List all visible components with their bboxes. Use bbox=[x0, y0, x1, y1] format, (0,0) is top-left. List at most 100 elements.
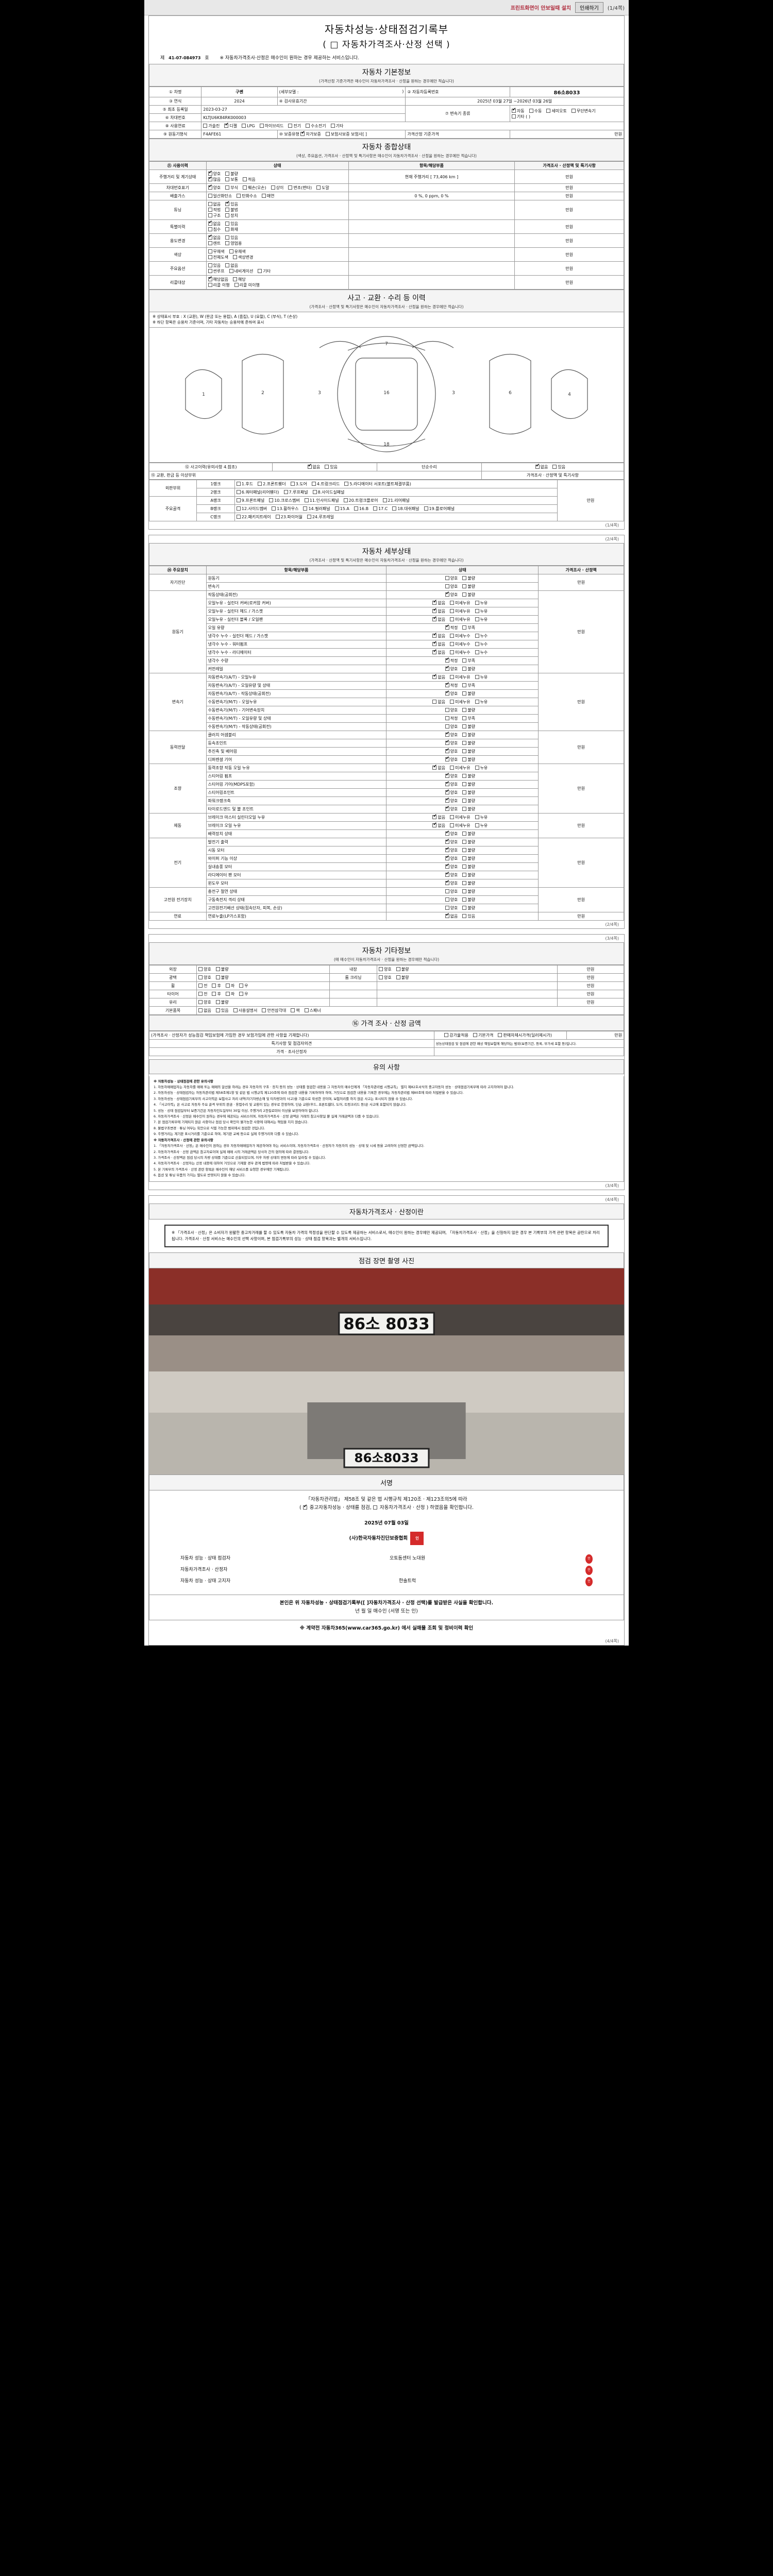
checkbox-icon[interactable] bbox=[198, 983, 203, 988]
checkbox-icon[interactable] bbox=[462, 691, 467, 696]
checkbox-icon[interactable] bbox=[208, 269, 212, 273]
state-option[interactable]: 불량 bbox=[462, 749, 475, 754]
state-option[interactable]: 양호 bbox=[445, 740, 458, 746]
checkbox-icon[interactable] bbox=[242, 177, 247, 181]
checkbox-icon[interactable] bbox=[208, 171, 212, 176]
state-option[interactable]: 미세누유 bbox=[450, 617, 470, 622]
part-state[interactable]: 양호 불량 bbox=[386, 590, 539, 599]
accident-history-option[interactable]: 있음 bbox=[325, 464, 338, 470]
checkbox-icon[interactable] bbox=[462, 683, 467, 687]
part-state[interactable]: 양호 불량 bbox=[386, 788, 539, 797]
checkbox-icon[interactable] bbox=[450, 600, 455, 605]
fuel-option[interactable]: LPG bbox=[242, 124, 255, 128]
checkbox-icon[interactable] bbox=[462, 666, 467, 671]
checkbox-icon[interactable] bbox=[242, 124, 246, 128]
checkbox-icon[interactable] bbox=[261, 194, 266, 198]
state-option[interactable]: 전체도색 bbox=[208, 255, 228, 260]
fuel-option[interactable]: 기타 bbox=[330, 123, 343, 129]
state-option[interactable]: 누유 bbox=[475, 608, 488, 614]
checkbox-icon[interactable] bbox=[307, 514, 311, 519]
basic-item-option[interactable]: 잭 bbox=[291, 1008, 300, 1013]
part-state[interactable]: 양호 불량 bbox=[386, 779, 539, 789]
outer-rank2-option[interactable]: 6.쿼터패널(리어휀더) bbox=[236, 489, 279, 495]
checkbox-icon[interactable] bbox=[225, 241, 230, 245]
checkbox-icon[interactable] bbox=[462, 864, 467, 869]
checkbox-icon[interactable] bbox=[307, 464, 312, 469]
state-option[interactable]: 침수 bbox=[208, 227, 221, 232]
fuel-option[interactable]: 수소전기 bbox=[306, 123, 326, 129]
checkbox-icon[interactable] bbox=[445, 872, 449, 877]
other-option[interactable]: 양호 bbox=[379, 967, 392, 972]
state-option[interactable]: 부족 bbox=[462, 658, 475, 664]
state-option[interactable]: 많음 bbox=[208, 176, 221, 182]
checkbox-icon[interactable] bbox=[475, 699, 479, 704]
state-option[interactable]: 불량 bbox=[462, 889, 475, 894]
state-option[interactable]: 부식 bbox=[225, 185, 238, 191]
frame-rankB-option[interactable]: 18.대쉬패널 bbox=[392, 506, 419, 512]
checkbox-icon[interactable] bbox=[306, 124, 310, 128]
fuel-options[interactable]: 가솔린 디젤 LPG 하이브리드 전기 수소전기 기타 bbox=[201, 122, 624, 130]
checkbox-icon[interactable] bbox=[271, 185, 275, 190]
part-state[interactable]: 양호 불량 bbox=[386, 738, 539, 748]
checkbox-icon[interactable] bbox=[445, 707, 449, 712]
checkbox-icon[interactable] bbox=[258, 481, 262, 486]
state-option[interactable]: 해당없음 bbox=[208, 276, 228, 282]
checkbox-icon[interactable] bbox=[208, 184, 212, 190]
part-state[interactable]: 양호 불량 bbox=[386, 854, 539, 863]
state-option[interactable]: 양호 bbox=[445, 905, 458, 911]
frame-rankC-option[interactable]: 23.파이어월 bbox=[275, 514, 303, 520]
state-option[interactable]: 불량 bbox=[462, 848, 475, 853]
checkbox-icon[interactable] bbox=[445, 657, 449, 663]
part-state[interactable]: 양호 불량 bbox=[386, 878, 539, 888]
checkbox-icon[interactable] bbox=[432, 814, 437, 819]
checkbox-icon[interactable] bbox=[343, 498, 348, 502]
state-option[interactable]: 양호 bbox=[445, 732, 458, 738]
outer-rank2-options[interactable]: 6.쿼터패널(리어휀더) 7.루프패널 8.사이드실패널 bbox=[234, 487, 558, 497]
basic-item-option[interactable]: 안전삼각대 bbox=[262, 1008, 286, 1013]
state-option[interactable]: 적정 bbox=[445, 657, 458, 664]
outer-rank2-option[interactable]: 8.사이드실패널 bbox=[312, 489, 344, 495]
checkbox-icon[interactable] bbox=[445, 806, 449, 811]
state-option[interactable]: 양호 bbox=[445, 591, 458, 598]
state-option[interactable]: 미세누유 bbox=[450, 815, 470, 820]
state-option[interactable]: 도말 bbox=[316, 185, 329, 191]
checkbox-icon[interactable] bbox=[258, 269, 262, 273]
other-item-options-2[interactable] bbox=[377, 981, 558, 990]
state-option[interactable]: 없음 bbox=[432, 600, 445, 606]
checkbox-icon[interactable] bbox=[450, 823, 455, 827]
checkbox-icon[interactable] bbox=[445, 781, 449, 786]
checkbox-icon[interactable] bbox=[546, 108, 551, 113]
state-option[interactable]: 양호 bbox=[445, 789, 458, 795]
usage-history-state[interactable]: 무채색 유채색 전체도색 색상변경 bbox=[206, 247, 349, 262]
checkbox-icon[interactable] bbox=[445, 798, 449, 803]
checkbox-icon[interactable] bbox=[208, 221, 212, 226]
checkbox-icon[interactable] bbox=[396, 967, 400, 971]
state-option[interactable]: 불량 bbox=[462, 856, 475, 861]
checkbox-icon[interactable] bbox=[225, 222, 230, 226]
checkbox-icon[interactable] bbox=[444, 1032, 449, 1037]
state-option[interactable]: 렌트 bbox=[208, 241, 221, 246]
state-option[interactable]: 네비게이션 bbox=[229, 268, 253, 274]
state-option[interactable]: 적정 bbox=[445, 682, 458, 688]
checkbox-icon[interactable] bbox=[462, 897, 467, 902]
frame-rankB-option[interactable]: 19.플로어패널 bbox=[424, 506, 455, 512]
checkbox-icon[interactable] bbox=[208, 263, 212, 267]
checkbox-icon[interactable] bbox=[236, 489, 241, 494]
state-option[interactable]: 양호 bbox=[445, 666, 458, 672]
checkbox-icon[interactable] bbox=[445, 889, 449, 893]
other-option[interactable]: 양호 bbox=[198, 999, 211, 1005]
frame-rankA-option[interactable]: 9.프론트패널 bbox=[236, 498, 264, 503]
checkbox-icon[interactable] bbox=[236, 481, 241, 486]
price-option[interactable]: 판매자제시가격(딜러제시가) bbox=[498, 1032, 552, 1038]
state-option[interactable]: 구조 bbox=[208, 213, 221, 218]
checkbox-icon[interactable] bbox=[445, 748, 449, 753]
checkbox-icon[interactable] bbox=[432, 641, 437, 646]
state-option[interactable]: 양호 bbox=[445, 781, 458, 787]
frame-rankB-option[interactable]: 15.A bbox=[334, 506, 349, 511]
checkbox-icon[interactable] bbox=[462, 839, 467, 844]
checkbox-icon[interactable] bbox=[236, 498, 241, 502]
checkbox-icon[interactable] bbox=[198, 1008, 203, 1012]
state-option[interactable]: 불량 bbox=[462, 864, 475, 870]
checkbox-icon[interactable] bbox=[212, 983, 216, 988]
checkbox-icon[interactable] bbox=[450, 699, 455, 704]
